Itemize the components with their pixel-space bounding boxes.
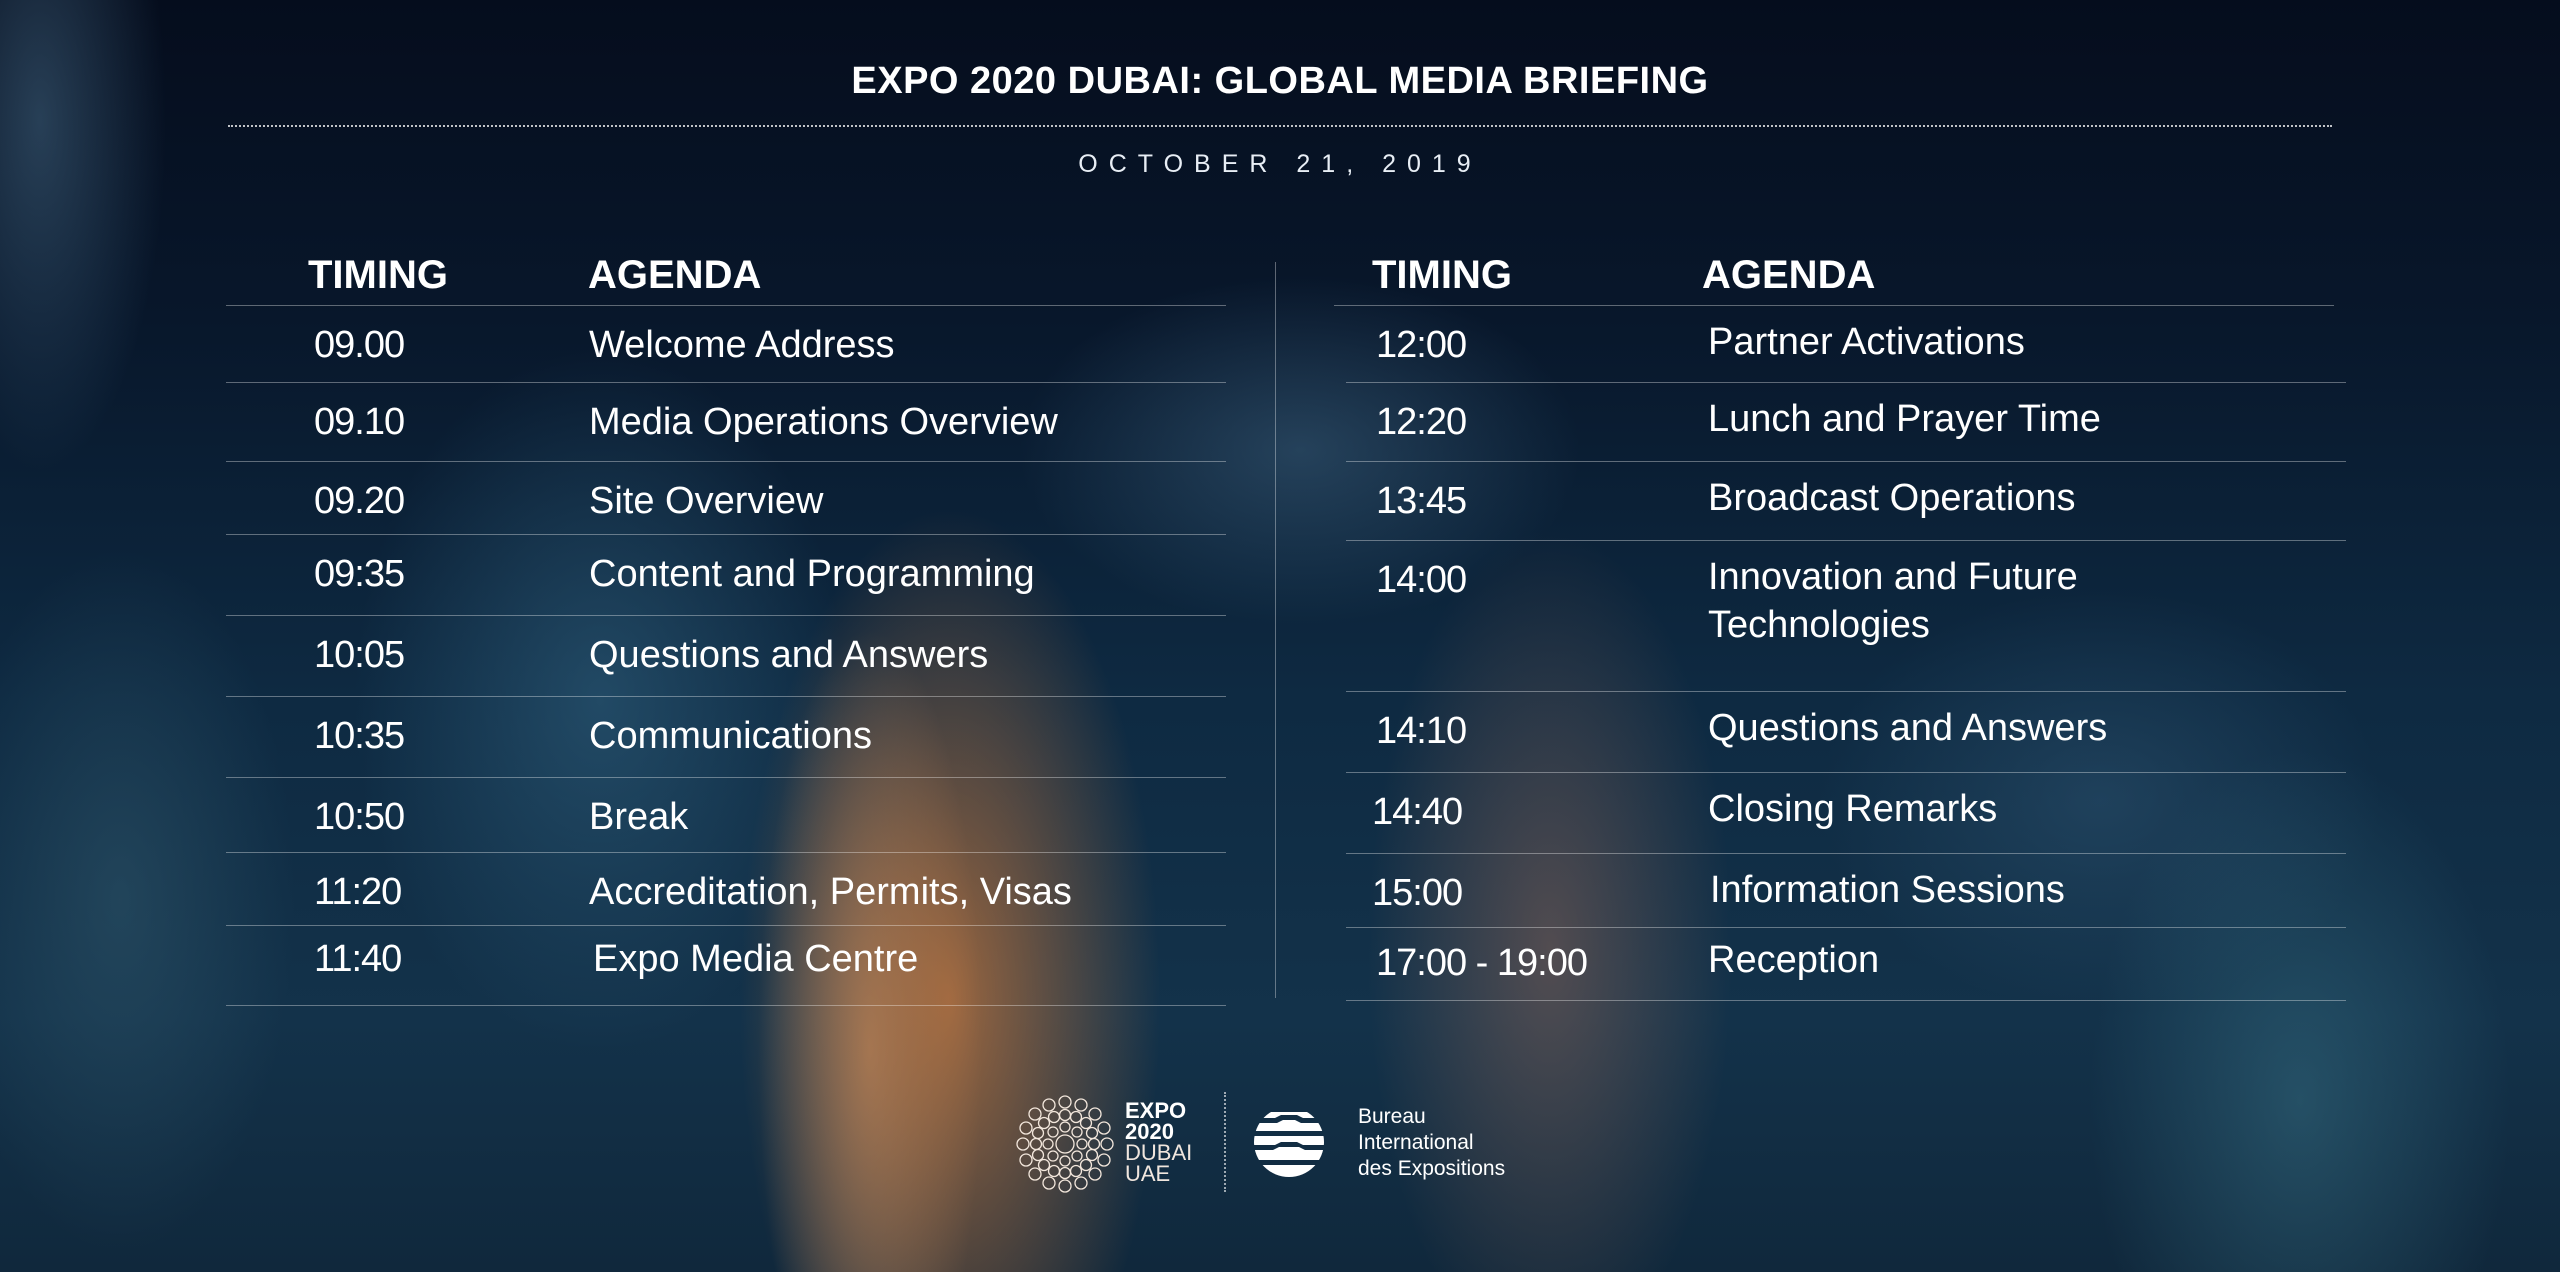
bie-wordmark-line: International xyxy=(1358,1131,1474,1154)
row-time: 12:20 xyxy=(1376,401,1467,443)
bie-wordmark-line: Bureau xyxy=(1358,1105,1426,1128)
row-agenda-item: Expo Media Centre xyxy=(593,938,919,980)
expo-wordmark-line: EXPO xyxy=(1125,1098,1187,1123)
row-time: 09.00 xyxy=(314,324,405,366)
table-row: 10:35 Communications xyxy=(226,697,1226,778)
row-agenda-item: Questions and Answers xyxy=(589,634,989,676)
row-agenda-item: Partner Activations xyxy=(1708,321,2025,363)
row-time: 12:00 xyxy=(1376,324,1467,366)
table-row: 14:40 Closing Remarks xyxy=(1346,773,2346,854)
title-dotted-divider xyxy=(228,125,2332,127)
row-time: 15:00 xyxy=(1372,872,1463,914)
expo-wordmark-line: DUBAI xyxy=(1125,1140,1193,1165)
timing-column-header: TIMING xyxy=(308,253,448,297)
table-row: 15:00 Information Sessions xyxy=(1346,854,2346,928)
expo-2020-ring-icon xyxy=(1016,1095,1114,1193)
row-agenda-item: Questions and Answers xyxy=(1708,707,2108,749)
expo-2020-wordmark: EXPO 2020 DUBAI UAE xyxy=(1125,1098,1193,1186)
row-agenda-item: Closing Remarks xyxy=(1708,788,1998,830)
row-agenda-item: Break xyxy=(589,796,689,838)
row-agenda-item: Media Operations Overview xyxy=(589,401,1058,443)
event-date: OCTOBER 21, 2019 xyxy=(1078,150,1482,178)
table-row: 09.20 Site Overview xyxy=(226,462,1226,535)
table-row: 12:20 Lunch and Prayer Time xyxy=(1346,383,2346,462)
row-agenda-item: Lunch and Prayer Time xyxy=(1708,398,2101,440)
timing-column-header: TIMING xyxy=(1372,253,1512,297)
agenda-table-afternoon: TIMING AGENDA 12:00 Partner Activations … xyxy=(1334,245,2346,1001)
column-divider xyxy=(1275,262,1276,998)
row-time: 14:00 xyxy=(1376,559,1467,601)
bie-globe-icon xyxy=(1254,1112,1324,1177)
row-time: 17:00 - 19:00 xyxy=(1376,942,1588,984)
row-time: 14:10 xyxy=(1376,710,1467,752)
table-row: 09.00 Welcome Address xyxy=(226,306,1226,383)
row-time: 13:45 xyxy=(1376,480,1467,522)
bie-wordmark-line: des Expositions xyxy=(1358,1157,1506,1180)
row-time: 10:35 xyxy=(314,715,405,757)
row-agenda-item: Innovation and Future Technologies xyxy=(1708,556,2078,646)
logo-dotted-divider xyxy=(1224,1092,1226,1192)
page-title: EXPO 2020 DUBAI: GLOBAL MEDIA BRIEFING xyxy=(851,60,1709,102)
agenda-column-header: AGENDA xyxy=(1702,253,1876,297)
bie-wordmark: Bureau International des Expositions xyxy=(1358,1104,1505,1182)
footer-logos: EXPO 2020 DUBAI UAE Bureau International… xyxy=(1015,1092,1555,1202)
expo-wordmark-line: 2020 xyxy=(1125,1119,1174,1144)
row-agenda-item: Site Overview xyxy=(589,480,824,522)
row-time: 10:05 xyxy=(314,634,405,676)
table-row: 11:40 Expo Media Centre xyxy=(226,926,1226,1006)
table-row: 17:00 - 19:00 Reception xyxy=(1346,928,2346,1001)
row-time: 10:50 xyxy=(314,796,405,838)
row-time: 14:40 xyxy=(1372,791,1463,833)
table-row: 14:10 Questions and Answers xyxy=(1346,692,2346,773)
row-agenda-item: Welcome Address xyxy=(589,324,895,366)
row-time: 11:40 xyxy=(314,938,402,980)
table-row: 13:45 Broadcast Operations xyxy=(1346,462,2346,541)
row-agenda-item: Communications xyxy=(589,715,872,757)
row-time: 11:20 xyxy=(314,871,402,913)
table-row: 11:20 Accreditation, Permits, Visas xyxy=(226,853,1226,926)
table-header: TIMING AGENDA xyxy=(1334,245,2334,306)
agenda-column-header: AGENDA xyxy=(588,253,762,297)
table-row: 09:35 Content and Programming xyxy=(226,535,1226,616)
row-agenda-item: Content and Programming xyxy=(589,553,1035,595)
table-row: 10:05 Questions and Answers xyxy=(226,616,1226,697)
expo-wordmark-line: UAE xyxy=(1125,1161,1171,1186)
row-time: 09:35 xyxy=(314,553,405,595)
row-agenda-item: Accreditation, Permits, Visas xyxy=(589,871,1072,913)
table-row: 14:00 Innovation and Future Technologies xyxy=(1346,541,2346,692)
table-row: 12:00 Partner Activations xyxy=(1346,306,2346,383)
table-row: 09.10 Media Operations Overview xyxy=(226,383,1226,462)
row-agenda-item: Reception xyxy=(1708,939,1880,981)
agenda-table-morning: TIMING AGENDA 09.00 Welcome Address 09.1… xyxy=(226,245,1226,1006)
table-header: TIMING AGENDA xyxy=(226,245,1226,306)
table-row: 10:50 Break xyxy=(226,778,1226,853)
row-time: 09.10 xyxy=(314,401,405,443)
row-time: 09.20 xyxy=(314,480,405,522)
row-agenda-item: Broadcast Operations xyxy=(1708,477,2076,519)
row-agenda-item: Information Sessions xyxy=(1710,869,2065,911)
